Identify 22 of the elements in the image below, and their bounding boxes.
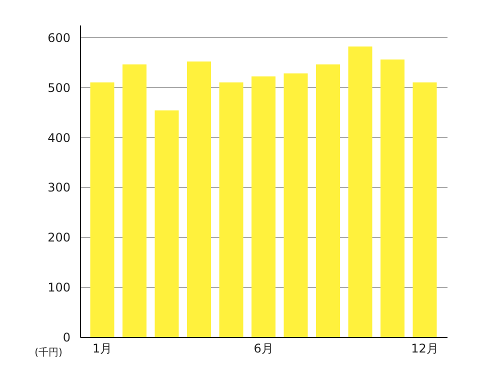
y-tick-label: 200: [48, 230, 70, 245]
bar: [380, 59, 404, 337]
y-tick-label: 500: [48, 80, 70, 95]
bar: [412, 82, 437, 337]
bar: [90, 82, 114, 337]
y-tick-label: 600: [48, 30, 70, 45]
y-tick-label: 300: [48, 180, 70, 195]
bar: [122, 64, 146, 337]
y-tick-label: 400: [48, 130, 70, 145]
bar: [316, 64, 340, 337]
x-tick-label: 1月: [92, 342, 112, 356]
x-tick-label: 12月: [411, 342, 438, 356]
y-tick-label: 0: [62, 330, 70, 344]
bar: [252, 76, 276, 337]
x-tick-label: 6月: [254, 342, 274, 356]
bar: [187, 61, 211, 337]
y-axis-title: (千円): [34, 346, 62, 358]
bar: [284, 73, 308, 337]
y-tick-label: 100: [48, 280, 70, 295]
bar: [154, 110, 179, 337]
bar: [219, 82, 244, 337]
bar: [348, 46, 372, 337]
